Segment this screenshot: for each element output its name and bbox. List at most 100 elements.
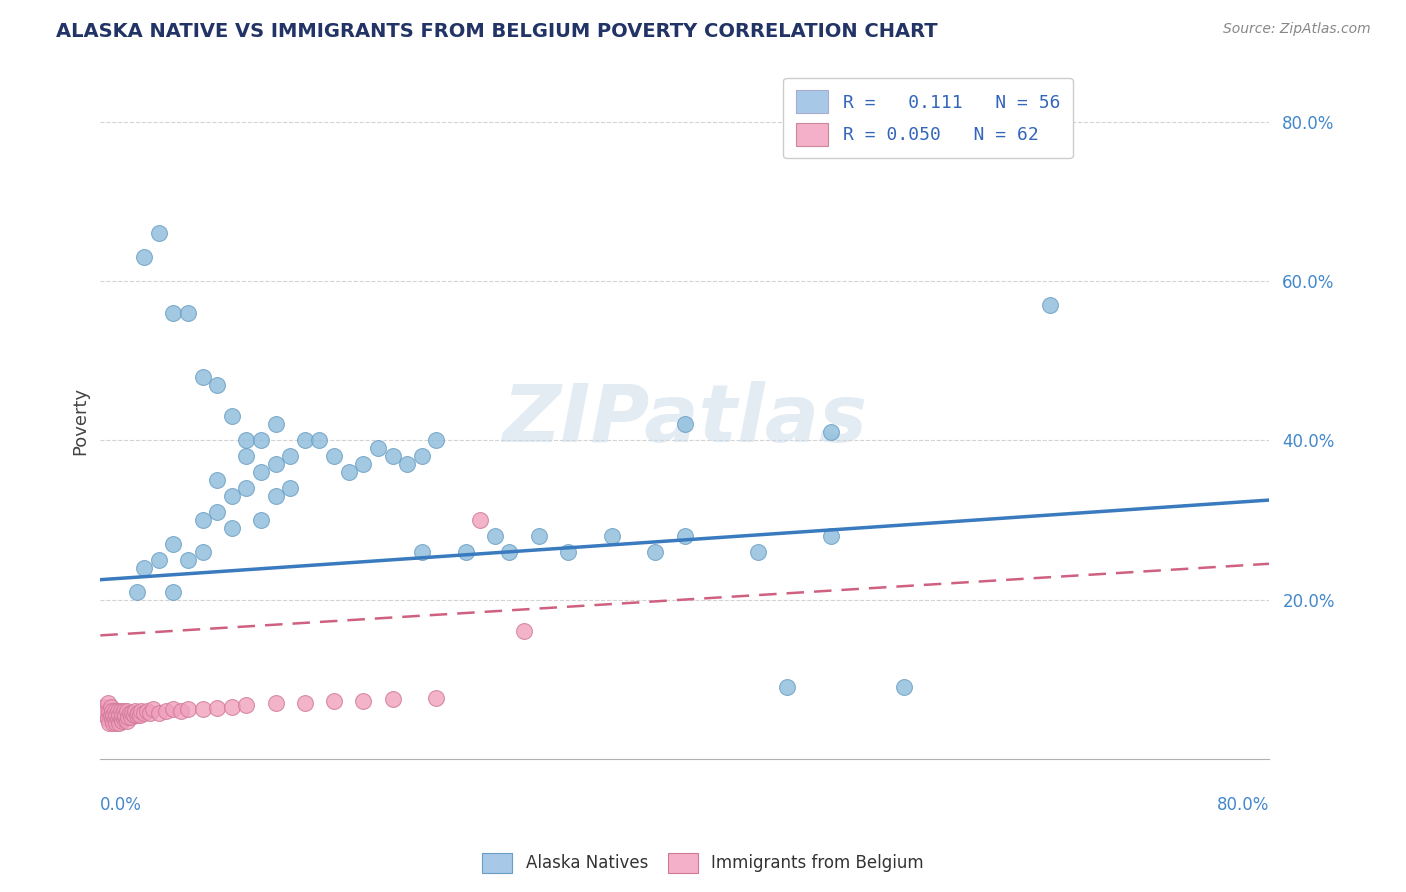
Point <box>747 545 769 559</box>
Point <box>117 710 139 724</box>
Point <box>134 250 156 264</box>
Point <box>820 425 842 440</box>
Legend: R =   0.111   N = 56, R = 0.050   N = 62: R = 0.111 N = 56, R = 0.050 N = 62 <box>783 78 1073 159</box>
Point <box>122 708 145 723</box>
Point <box>381 450 404 464</box>
Point <box>108 715 131 730</box>
Point <box>294 696 316 710</box>
Point <box>411 450 433 464</box>
Point <box>221 409 243 424</box>
Text: 80.0%: 80.0% <box>1216 796 1270 814</box>
Point <box>323 450 346 464</box>
Point <box>235 450 257 464</box>
Point <box>129 704 152 718</box>
Point <box>205 377 228 392</box>
Point <box>177 306 200 320</box>
Point <box>107 712 129 726</box>
Point <box>121 706 143 720</box>
Point <box>91 700 114 714</box>
Point <box>93 708 115 723</box>
Point <box>136 704 159 718</box>
Point <box>191 545 214 559</box>
Point <box>352 694 374 708</box>
Point <box>673 529 696 543</box>
Point <box>98 715 121 730</box>
Y-axis label: Poverty: Poverty <box>72 386 89 455</box>
Point <box>112 704 135 718</box>
Text: 0.0%: 0.0% <box>100 796 142 814</box>
Point <box>142 702 165 716</box>
Point <box>111 714 134 728</box>
Point <box>101 712 124 726</box>
Point <box>205 701 228 715</box>
Point <box>100 708 122 723</box>
Point <box>125 708 148 723</box>
Point <box>124 704 146 718</box>
Point <box>381 692 404 706</box>
Point <box>98 704 121 718</box>
Point <box>103 708 125 723</box>
Point <box>170 704 193 718</box>
Point <box>367 442 389 456</box>
Point <box>673 417 696 432</box>
Point <box>162 306 184 320</box>
Point <box>100 700 122 714</box>
Point <box>139 706 162 720</box>
Point <box>264 696 287 710</box>
Point <box>127 706 149 720</box>
Point <box>250 465 273 479</box>
Point <box>557 545 579 559</box>
Text: ALASKA NATIVE VS IMMIGRANTS FROM BELGIUM POVERTY CORRELATION CHART: ALASKA NATIVE VS IMMIGRANTS FROM BELGIUM… <box>56 22 938 41</box>
Point <box>191 702 214 716</box>
Point <box>107 704 129 718</box>
Point <box>101 704 124 718</box>
Point <box>134 706 156 720</box>
Point <box>294 434 316 448</box>
Point <box>205 473 228 487</box>
Point <box>235 698 257 712</box>
Point <box>118 706 141 720</box>
Point <box>221 489 243 503</box>
Point <box>264 417 287 432</box>
Point <box>191 369 214 384</box>
Point <box>162 537 184 551</box>
Point <box>396 457 419 471</box>
Point <box>104 712 127 726</box>
Point <box>644 545 666 559</box>
Point <box>148 553 170 567</box>
Point <box>323 694 346 708</box>
Point <box>820 529 842 543</box>
Point <box>205 505 228 519</box>
Point <box>264 457 287 471</box>
Point <box>498 545 520 559</box>
Point <box>411 545 433 559</box>
Point <box>484 529 506 543</box>
Point <box>177 553 200 567</box>
Point <box>162 702 184 716</box>
Point <box>221 521 243 535</box>
Text: Source: ZipAtlas.com: Source: ZipAtlas.com <box>1223 22 1371 37</box>
Point <box>148 706 170 720</box>
Point <box>120 710 142 724</box>
Point <box>776 680 799 694</box>
Point <box>128 708 150 723</box>
Point <box>191 513 214 527</box>
Point <box>600 529 623 543</box>
Point <box>97 712 120 726</box>
Point <box>112 712 135 726</box>
Point <box>337 465 360 479</box>
Point <box>425 691 447 706</box>
Point <box>110 712 132 726</box>
Point <box>250 513 273 527</box>
Point <box>114 708 136 723</box>
Point <box>162 584 184 599</box>
Point <box>278 481 301 495</box>
Point <box>235 481 257 495</box>
Point <box>110 704 132 718</box>
Point <box>235 434 257 448</box>
Point <box>111 708 134 723</box>
Point <box>105 708 128 723</box>
Point <box>470 513 492 527</box>
Point <box>425 434 447 448</box>
Point <box>1039 298 1062 312</box>
